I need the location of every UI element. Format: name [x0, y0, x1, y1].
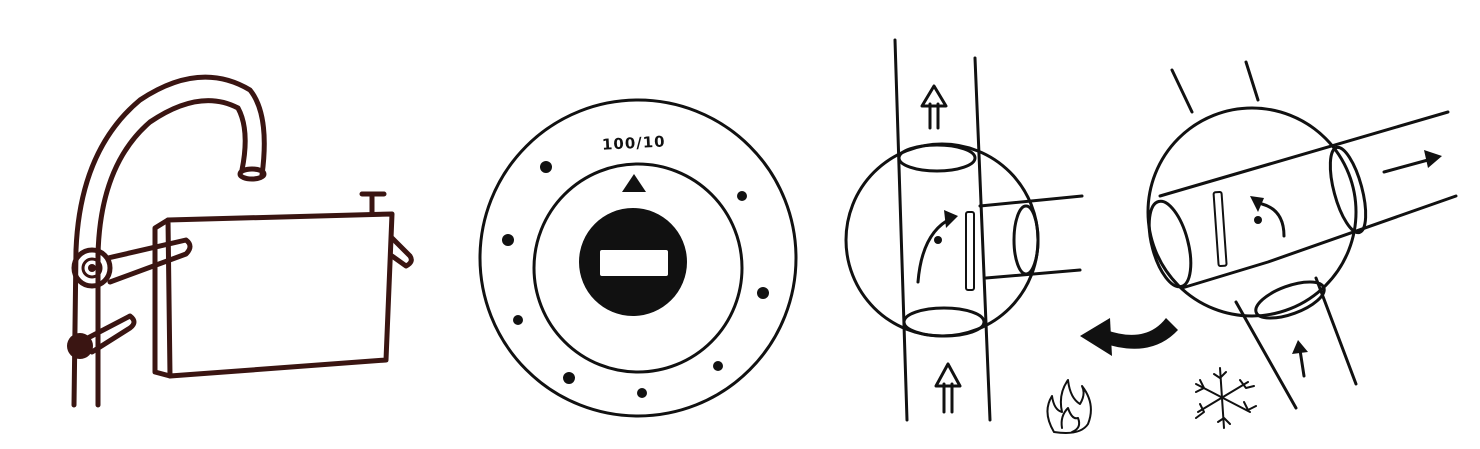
faucet-arm: [105, 237, 193, 285]
valve1-curve-arrowhead: [944, 210, 958, 228]
valve1-pipe-right: [973, 56, 992, 422]
dial-bolt-holes: [502, 161, 769, 398]
arrow-up-head: [1292, 340, 1308, 354]
valve2-bottom-opening: [1254, 280, 1326, 320]
dial-indicator-triangle: [622, 174, 646, 192]
valve2-curve-arrowhead: [1250, 196, 1264, 212]
snowflake-icon: [1195, 367, 1257, 429]
valve2-gate: [1212, 190, 1228, 268]
faucet-spout-tip: [237, 166, 267, 182]
bolt-hole: [757, 287, 769, 299]
dial-label: 100/10: [602, 132, 667, 153]
dial-knob-slot: [600, 250, 668, 276]
valve1-top-opening: [897, 143, 977, 173]
valve1-bottom-opening: [902, 306, 986, 338]
faucet-pipe-outer: [71, 74, 267, 408]
tank-lid-knob: [359, 191, 387, 215]
faucet-tank-sketch: [67, 74, 414, 408]
dial-outer-ring: [478, 98, 798, 418]
valve2-left-opening: [1147, 199, 1193, 289]
valve2-horizontal-pipe-bottom: [1180, 194, 1458, 290]
valve1-side-pipe: [978, 194, 1084, 280]
valve1-curve-arrow: [916, 216, 954, 284]
valve1-gate: [965, 211, 975, 291]
bolt-hole: [713, 361, 723, 371]
arrow-right-icon: [1382, 158, 1430, 174]
valve2-curve-arrow: [1260, 202, 1286, 238]
arrow-up-icon: [920, 84, 948, 130]
valve2-right-opening: [1328, 145, 1368, 235]
bolt-hole: [502, 234, 514, 246]
valve2-top-pipe-right: [1244, 60, 1260, 102]
dial-knob: 100/10: [478, 98, 798, 418]
curved-arrow-icon: [1080, 318, 1178, 356]
valve2-bottom-pipe-left: [1234, 300, 1298, 410]
valve-vertical-flow: [844, 38, 1084, 422]
tank-body: [165, 211, 395, 379]
flame-inner: [1060, 407, 1081, 433]
bolt-hole: [637, 388, 647, 398]
valve2-sphere: [1146, 106, 1358, 318]
arrow-up-icon: [1298, 348, 1306, 378]
bolt-hole: [513, 315, 523, 325]
valve2-top-pipe-left: [1170, 68, 1194, 114]
valve1-dot: [934, 236, 942, 244]
bolt-hole: [737, 191, 747, 201]
snowflake-tips: [1195, 371, 1257, 425]
bolt-hole: [540, 161, 552, 173]
arrow-up-icon: [934, 362, 962, 414]
snowflake-spoke: [1197, 381, 1249, 413]
flame-icon: [1046, 379, 1092, 434]
faucet-collar-inner: [81, 257, 103, 279]
valve2-horizontal-pipe-top: [1158, 110, 1450, 198]
faucet-lever-arm: [81, 313, 137, 355]
faucet-collar: [71, 247, 113, 289]
curved-arrow-body: [1100, 318, 1178, 349]
faucet-pipe-inner: [95, 98, 248, 408]
arrow-right-head: [1424, 150, 1442, 168]
dial-inner-ring: [532, 162, 744, 374]
valve1-pipe-left: [893, 38, 909, 422]
flame-outer: [1046, 379, 1092, 434]
tank-side: [152, 217, 173, 379]
valve2-dot: [1254, 216, 1262, 224]
curved-arrow-head: [1080, 318, 1112, 356]
valve1-side-opening: [1012, 204, 1040, 276]
tank-outlet: [389, 235, 414, 269]
bolt-hole: [563, 372, 575, 384]
valve-diverted-flow: [1146, 60, 1458, 410]
faucet-collar-dot: [88, 264, 96, 272]
